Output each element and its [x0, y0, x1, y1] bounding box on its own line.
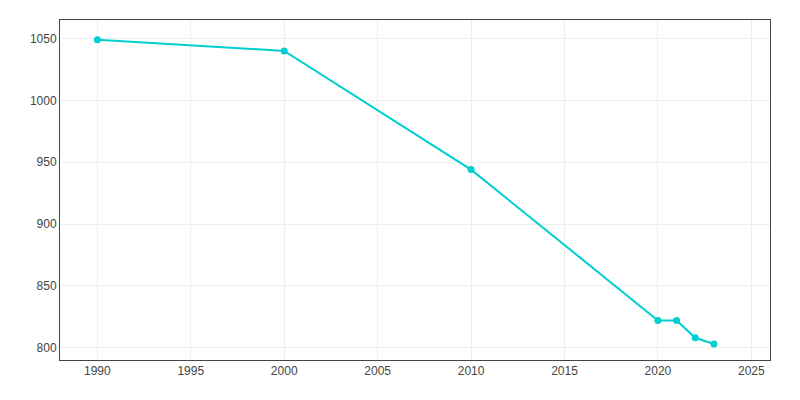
svg-text:900: 900 [37, 217, 57, 231]
svg-text:850: 850 [37, 279, 57, 293]
svg-text:800: 800 [37, 341, 57, 355]
svg-text:1995: 1995 [177, 364, 204, 378]
svg-text:2000: 2000 [271, 364, 298, 378]
svg-text:2005: 2005 [364, 364, 391, 378]
svg-text:2015: 2015 [551, 364, 578, 378]
svg-text:2020: 2020 [645, 364, 672, 378]
svg-text:1050: 1050 [30, 32, 57, 46]
svg-text:950: 950 [37, 155, 57, 169]
svg-text:1990: 1990 [84, 364, 111, 378]
svg-text:1000: 1000 [30, 94, 57, 108]
svg-text:2025: 2025 [738, 364, 765, 378]
svg-text:2010: 2010 [458, 364, 485, 378]
